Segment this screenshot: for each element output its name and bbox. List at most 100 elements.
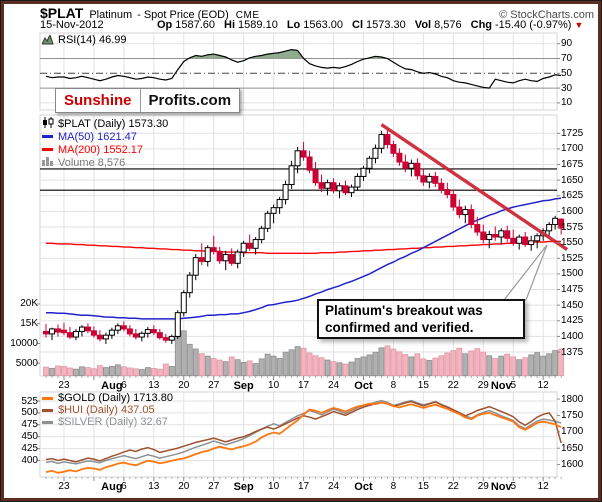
price-axis-label: 1400 bbox=[561, 330, 584, 342]
comparison-left-axis-label: 475 bbox=[21, 419, 38, 431]
rsi-axis-label: 30 bbox=[561, 82, 573, 94]
legend-row-silver: $SILVER (Daily) 32.67 bbox=[42, 416, 173, 428]
date-axis-label: 15 bbox=[417, 380, 429, 391]
date-axis-label: 10 bbox=[268, 481, 280, 492]
exchange-label: CME bbox=[235, 10, 260, 21]
annotation-pointer bbox=[502, 244, 548, 301]
annotation-line-2: confirmed and verified. bbox=[325, 320, 474, 335]
date-axis-label: 23 bbox=[58, 481, 70, 492]
date-axis-label: 8 bbox=[390, 380, 397, 391]
legend-plat-label: $PLAT (Daily) 1573.30 bbox=[58, 117, 169, 130]
date-axis-label: Aug bbox=[101, 481, 123, 493]
date-axis-label: 6 bbox=[121, 380, 127, 391]
main-legend: $PLAT (Daily) 1573.30 MA(50) 1621.47 MA(… bbox=[42, 116, 169, 169]
legend-ma50-label: MA(50) 1621.47 bbox=[58, 130, 137, 143]
comparison-legend: $GOLD (Daily) 1713.80 $HUI (Daily) 437.0… bbox=[42, 392, 173, 428]
price-axis-label: 1500 bbox=[561, 268, 584, 280]
ma50-line bbox=[46, 197, 562, 320]
comparison-left-axis-label: 400 bbox=[21, 455, 38, 466]
legend-gold-label: $GOLD (Daily) 1713.80 bbox=[58, 392, 173, 404]
ticker-symbol: $PLAT bbox=[40, 5, 84, 21]
volume-axis-label: 20K bbox=[20, 298, 38, 310]
legend-silver-label: $SILVER (Daily) 32.67 bbox=[58, 416, 168, 428]
logo-profits-text: Profits.com bbox=[148, 92, 232, 109]
ma50-line-swatch bbox=[42, 135, 53, 138]
instrument-name: Platinum bbox=[89, 9, 133, 21]
date-axis-label: 20 bbox=[178, 380, 190, 391]
legend-row-plat: $PLAT (Daily) 1573.30 bbox=[42, 116, 169, 131]
date-axis-label: Sep bbox=[233, 380, 254, 392]
date-axis-label: 17 bbox=[298, 380, 310, 391]
close-label: Cl bbox=[352, 19, 364, 31]
comparison-right-axis-label: 1700 bbox=[561, 426, 584, 438]
legend-hui-label: $HUI (Daily) 437.05 bbox=[58, 404, 155, 416]
silver-line-swatch bbox=[42, 420, 53, 424]
comparison-right-axis-label: 1750 bbox=[561, 409, 584, 421]
date-axis-label: 29 bbox=[477, 481, 489, 492]
rsi-legend-label: RSI(14) 46.99 bbox=[58, 34, 127, 46]
quote-date: 15-Nov-2012 bbox=[40, 19, 104, 31]
axis-ticks-group bbox=[37, 43, 562, 481]
change-value: -15.40 (-0.97%) bbox=[495, 19, 572, 31]
date-axis-label: 12 bbox=[537, 380, 549, 391]
date-axis-label: 27 bbox=[208, 380, 220, 391]
date-axis-label: 22 bbox=[447, 481, 459, 492]
date-axis-label: 13 bbox=[148, 481, 160, 492]
comparison-left-axis-label: 525 bbox=[21, 395, 38, 407]
volume-axis-label: 5000 bbox=[15, 357, 38, 369]
volume-value: 8,576 bbox=[434, 19, 462, 31]
legend-row-ma200: MA(200) 1552.17 bbox=[42, 143, 168, 156]
price-axis-label: 1525 bbox=[561, 252, 584, 264]
date-axis-label: 12 bbox=[537, 481, 549, 492]
price-axis-label: 1550 bbox=[561, 237, 584, 249]
date-axis-label: 17 bbox=[298, 481, 310, 492]
volume-axis-label: 15K bbox=[20, 318, 38, 330]
rsi-axis-label: 50 bbox=[561, 67, 573, 79]
gold-line-swatch bbox=[42, 396, 53, 400]
comparison-left-axis-label: 450 bbox=[21, 431, 38, 443]
volume-bars-group bbox=[43, 321, 565, 377]
hui-line-swatch bbox=[42, 408, 53, 412]
annotation-line-1: Platinum's breakout was bbox=[325, 303, 483, 318]
change-label: Chg bbox=[470, 19, 493, 31]
price-axis-label: 1700 bbox=[561, 143, 584, 155]
date-axis-label: 5 bbox=[510, 380, 516, 391]
price-axis-label: 1725 bbox=[561, 127, 584, 139]
high-value: 1589.10 bbox=[238, 19, 278, 31]
date-axis-label: Oct bbox=[354, 380, 373, 392]
price-axis-label: 1450 bbox=[561, 299, 584, 311]
comparison-right-axis-label: 1800 bbox=[561, 393, 584, 405]
rsi-legend: RSI(14) 46.99 bbox=[42, 34, 126, 46]
legend-row-volume: Volume 8,576 bbox=[42, 156, 168, 169]
date-axis-label: 10 bbox=[268, 380, 280, 391]
legend-row-gold: $GOLD (Daily) 1713.80 bbox=[42, 392, 173, 404]
price-axis-label: 1575 bbox=[561, 221, 584, 233]
date-axis-label: Oct bbox=[354, 481, 373, 493]
date-axis-label: Aug bbox=[101, 380, 123, 392]
legend-ma200-label: MA(200) 1552.17 bbox=[58, 143, 143, 156]
volume-axis-label: 10000 bbox=[10, 337, 38, 349]
price-axis-label: 1625 bbox=[561, 190, 584, 202]
comparison-right-axis-label: 1650 bbox=[561, 442, 584, 454]
low-value: 1563.00 bbox=[303, 19, 344, 31]
date-axis-label: 27 bbox=[208, 481, 220, 492]
price-axis-label: 1425 bbox=[561, 315, 584, 327]
candlestick-icon bbox=[42, 116, 54, 131]
low-label: Lo bbox=[286, 19, 301, 31]
sunshine-profits-logo: Sunshine Profits.com bbox=[55, 88, 241, 113]
volume-label: Vol bbox=[414, 19, 432, 31]
date-axis-label: Sep bbox=[233, 481, 254, 493]
date-axis-label: 24 bbox=[327, 380, 340, 391]
legend-row-hui: $HUI (Daily) 437.05 bbox=[42, 404, 173, 416]
date-axis-label: 8 bbox=[390, 481, 397, 492]
rsi-plot-group bbox=[45, 48, 562, 89]
price-axis-label: 1600 bbox=[561, 205, 584, 217]
instrument-description: - Spot Price (EOD) bbox=[137, 9, 229, 21]
volume-bars-icon bbox=[42, 156, 54, 169]
date-axis-label: 6 bbox=[121, 481, 127, 492]
legend-row-ma50: MA(50) 1621.47 bbox=[42, 130, 168, 143]
date-axis-label: 20 bbox=[178, 481, 190, 492]
close-value: 1573.30 bbox=[366, 19, 406, 31]
